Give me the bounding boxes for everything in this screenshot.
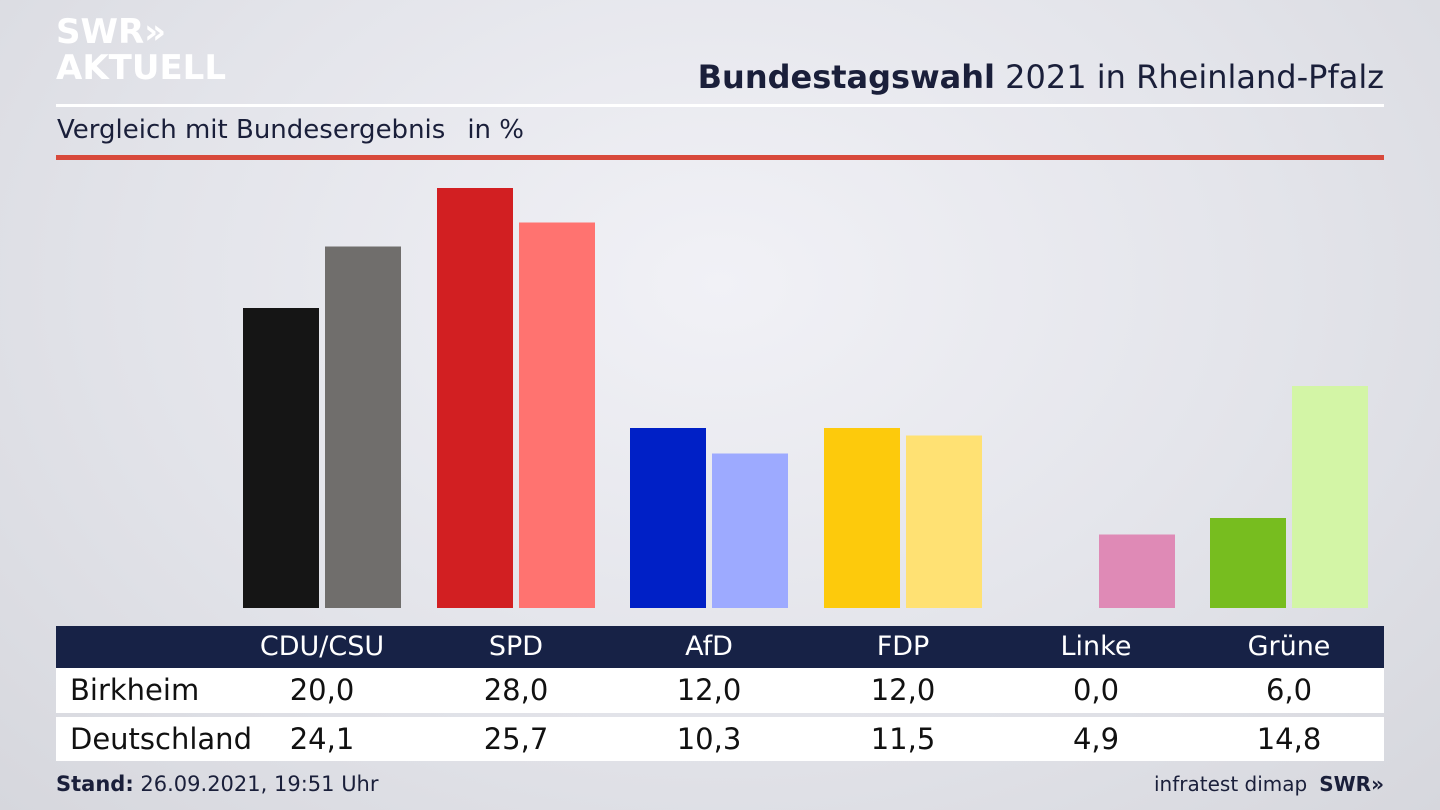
column-header-linke: Linke (1060, 631, 1132, 662)
bar-linke-deutschland (1099, 534, 1175, 608)
bar-cdu-csu-deutschland (325, 246, 401, 608)
value-label-birkheim-fdp: 12,0 (870, 673, 936, 707)
subtitle-text: Vergleich mit Bundesergebnis (57, 115, 446, 145)
chart-subtitle: Vergleich mit Bundesergebnis in % (57, 115, 524, 145)
column-header-cdu-csu: CDU/CSU (259, 631, 385, 662)
value-label-deutschland-linke: 4,9 (1072, 722, 1120, 756)
table-header-row: CDU/CSU SPD AfD FDP Linke Grüne (56, 626, 1384, 668)
source-credit: infratest dimap SWR» (1154, 772, 1384, 796)
subtitle-unit: in % (467, 115, 524, 145)
title-bold: Bundestagswahl (697, 58, 995, 96)
results-table: CDU/CSU SPD AfD FDP Linke Grüne Birkheim 20,0… (56, 626, 1384, 761)
page-title: Bundestagswahl 2021 in Rheinland-Pfalz (698, 58, 1384, 96)
bar-grüne-birkheim (1210, 518, 1286, 608)
value-label-birkheim-grüne: 6,0 (1265, 673, 1313, 707)
column-header-afd: AfD (685, 631, 733, 662)
row-label-deutschland: Deutschland (70, 722, 252, 756)
bar-afd-birkheim (630, 428, 706, 608)
title-divider (56, 104, 1384, 107)
bar-fdp-deutschland (906, 435, 982, 608)
bar-spd-deutschland (519, 222, 595, 608)
stand-label: Stand: (56, 772, 134, 796)
swr-logo: SWR» (1319, 772, 1384, 796)
value-label-birkheim-linke: 0,0 (1072, 673, 1120, 707)
column-header-grüne: Grüne (1247, 631, 1331, 662)
timestamp: Stand: 26.09.2021, 19:51 Uhr (56, 772, 379, 796)
stand-value: 26.09.2021, 19:51 Uhr (140, 772, 379, 796)
bar-cdu-csu-birkheim (243, 308, 319, 608)
bar-grüne-deutschland (1292, 386, 1368, 608)
table-row-deutschland: Deutschland 24,1 25,7 10,3 11,5 4,9 14,8 (56, 717, 1384, 761)
value-label-deutschland-fdp: 11,5 (870, 722, 936, 756)
logo-line-2: AKTUELL (56, 48, 227, 88)
accent-divider (56, 155, 1384, 160)
source-text: infratest dimap (1154, 772, 1308, 796)
value-label-deutschland-grüne: 14,8 (1256, 722, 1322, 756)
bar-afd-deutschland (712, 453, 788, 608)
row-label-birkheim: Birkheim (70, 673, 200, 707)
value-label-deutschland-cdu-csu: 24,1 (289, 722, 355, 756)
bar-fdp-birkheim (824, 428, 900, 608)
value-label-birkheim-cdu-csu: 20,0 (289, 673, 355, 707)
value-label-deutschland-afd: 10,3 (676, 722, 742, 756)
swr-aktuell-logo: SWR» AKTUELL (56, 14, 226, 86)
bar-spd-birkheim (437, 188, 513, 608)
title-rest: 2021 in Rheinland-Pfalz (995, 58, 1384, 96)
column-header-fdp: FDP (876, 631, 930, 662)
column-header-spd: SPD (488, 631, 544, 662)
value-label-birkheim-spd: 28,0 (483, 673, 549, 707)
table-row-birkheim: Birkheim 20,0 28,0 12,0 12,0 0,0 6,0 (56, 668, 1384, 713)
logo-line-1: SWR» (56, 12, 167, 52)
value-label-birkheim-afd: 12,0 (676, 673, 742, 707)
value-label-deutschland-spd: 25,7 (483, 722, 549, 756)
